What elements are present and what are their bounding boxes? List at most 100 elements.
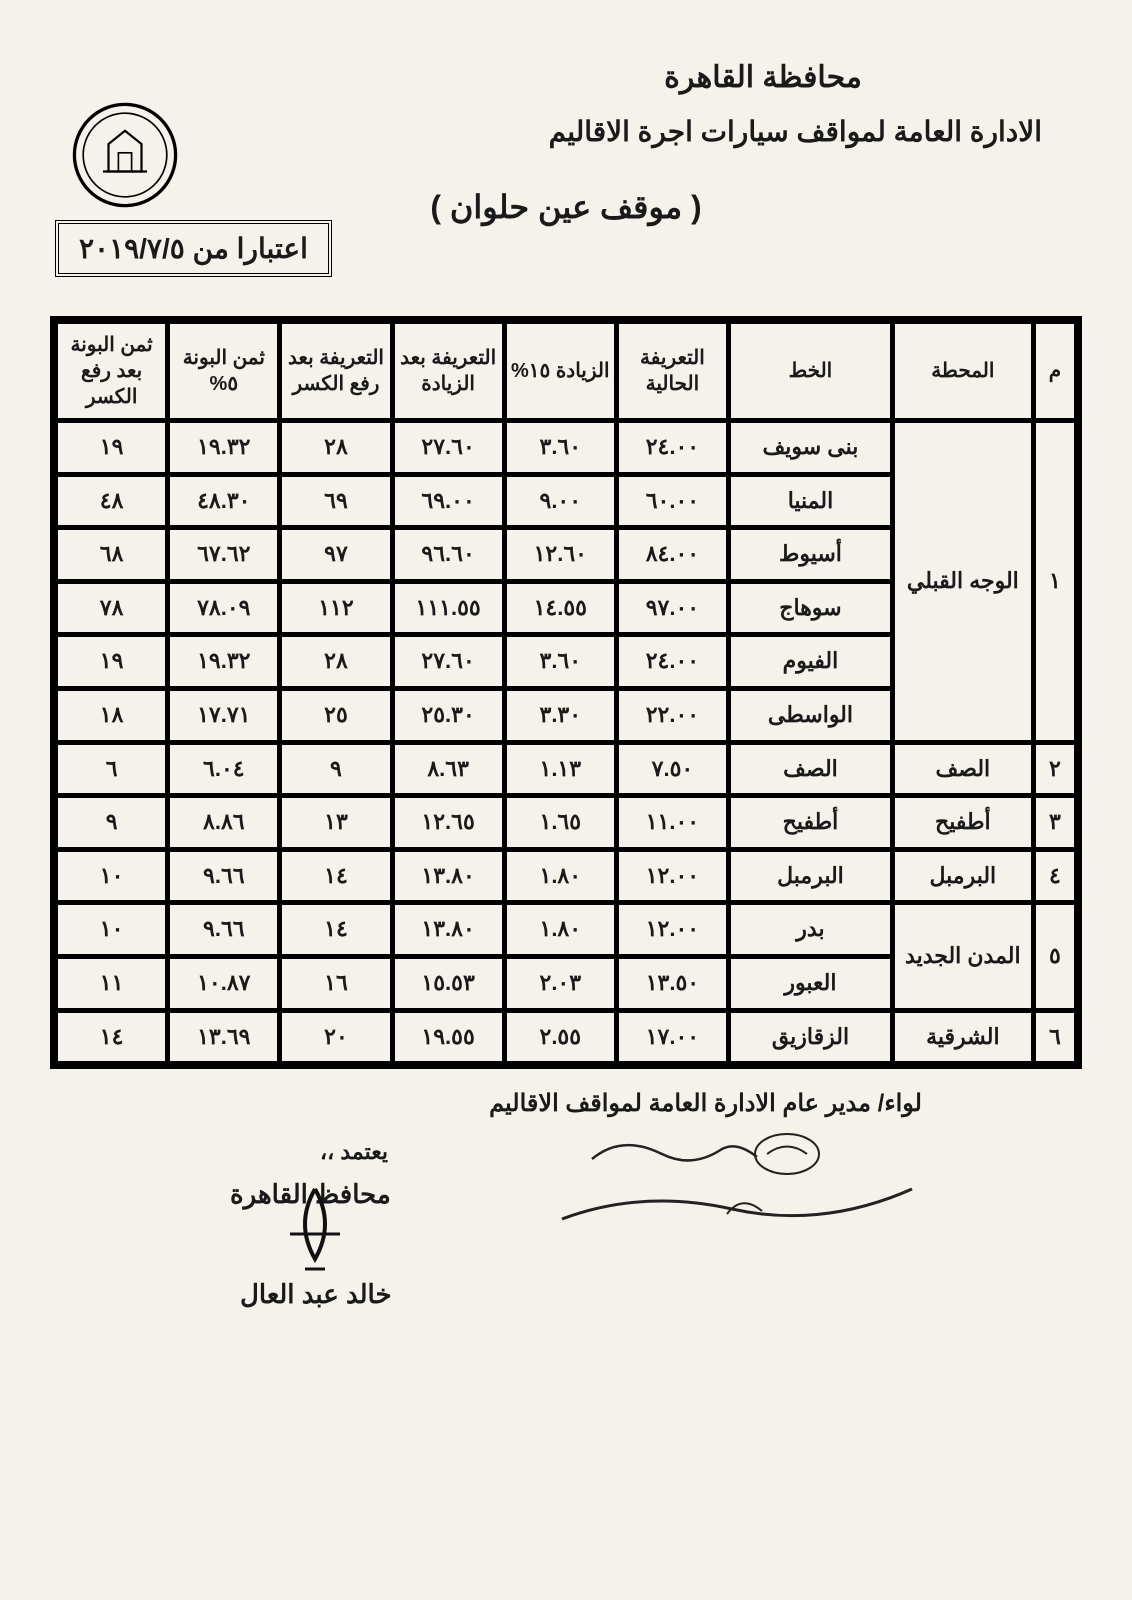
cell-bona-rounded: ١٠ — [57, 851, 166, 902]
cell-increase: ٣.٦٠ — [506, 636, 615, 687]
cell-current: ٨٤.٠٠ — [618, 529, 727, 580]
cell-index: ٢ — [1035, 744, 1075, 795]
cell-increase: ٢.٥٥ — [506, 1012, 615, 1063]
table-row: ١الوجه القبليبنى سويف٢٤.٠٠٣.٦٠٢٧.٦٠٢٨١٩.… — [57, 422, 1075, 473]
table-row: ٥المدن الجديدبدر١٢.٠٠١.٨٠١٣.٨٠١٤٩.٦٦١٠ — [57, 904, 1075, 955]
cell-station: البرمبل — [894, 851, 1032, 902]
governorate-title: محافظة القاهرة — [50, 60, 862, 95]
cell-rounded: ١١٢ — [281, 583, 390, 634]
cell-after: ٨.٦٣ — [394, 744, 503, 795]
cell-bona-rounded: ١١ — [57, 958, 166, 1009]
cell-after: ١٩.٥٥ — [394, 1012, 503, 1063]
cell-line: الفيوم — [730, 636, 891, 687]
cell-bona-rounded: ١٩ — [57, 636, 166, 687]
cell-bona-rounded: ٤٨ — [57, 476, 166, 527]
cell-after: ٢٧.٦٠ — [394, 422, 503, 473]
col-line: الخط — [730, 323, 891, 419]
cell-bona-rounded: ٦٨ — [57, 529, 166, 580]
cell-current: ١٣.٥٠ — [618, 958, 727, 1009]
cell-line: الصف — [730, 744, 891, 795]
cell-current: ٧.٥٠ — [618, 744, 727, 795]
governor-signature-icon — [260, 1184, 380, 1284]
cell-rounded: ٢٥ — [281, 690, 390, 741]
col-after-increase: التعريفة بعد الزيادة — [394, 323, 503, 419]
cell-rounded: ١٣ — [281, 797, 390, 848]
cell-current: ٦٠.٠٠ — [618, 476, 727, 527]
cell-bona-rounded: ١٩ — [57, 422, 166, 473]
cell-current: ١٢.٠٠ — [618, 851, 727, 902]
col-station: المحطة — [894, 323, 1032, 419]
cell-rounded: ١٤ — [281, 904, 390, 955]
cell-bona-rounded: ٩ — [57, 797, 166, 848]
department-title: الادارة العامة لمواقف سيارات اجرة الاقال… — [50, 115, 1042, 148]
fare-table-container: م المحطة الخط التعريفة الحالية الزيادة ١… — [50, 316, 1082, 1069]
table-body: ١الوجه القبليبنى سويف٢٤.٠٠٣.٦٠٢٧.٦٠٢٨١٩.… — [57, 422, 1075, 1062]
cell-bona: ٤٨.٣٠ — [169, 476, 278, 527]
cell-after: ١٣.٨٠ — [394, 904, 503, 955]
cell-after: ١٣.٨٠ — [394, 851, 503, 902]
cell-increase: ١.١٣ — [506, 744, 615, 795]
col-increase: الزيادة ١٥% — [506, 323, 615, 419]
cell-rounded: ٩٧ — [281, 529, 390, 580]
director-signature-icon — [552, 1119, 932, 1259]
cell-index: ٤ — [1035, 851, 1075, 902]
cell-after: ٢٥.٣٠ — [394, 690, 503, 741]
cell-rounded: ٢٨ — [281, 636, 390, 687]
cell-bona-rounded: ١٤ — [57, 1012, 166, 1063]
cell-bona: ١٩.٣٢ — [169, 636, 278, 687]
cell-bona: ٦.٠٤ — [169, 744, 278, 795]
cell-bona-rounded: ١٠ — [57, 904, 166, 955]
cell-increase: ٢.٠٣ — [506, 958, 615, 1009]
cell-bona-rounded: ٧٨ — [57, 583, 166, 634]
cell-bona: ٧٨.٠٩ — [169, 583, 278, 634]
cell-increase: ١.٦٥ — [506, 797, 615, 848]
cell-bona: ٩.٦٦ — [169, 851, 278, 902]
cell-increase: ٩.٠٠ — [506, 476, 615, 527]
cell-bona-rounded: ٦ — [57, 744, 166, 795]
cell-rounded: ٩ — [281, 744, 390, 795]
cell-line: العبور — [730, 958, 891, 1009]
cell-station: الشرقية — [894, 1012, 1032, 1063]
cell-bona: ١٩.٣٢ — [169, 422, 278, 473]
cell-increase: ٣.٦٠ — [506, 422, 615, 473]
cell-line: سوهاج — [730, 583, 891, 634]
cell-line: بدر — [730, 904, 891, 955]
cell-after: ٢٧.٦٠ — [394, 636, 503, 687]
cell-current: ٩٧.٠٠ — [618, 583, 727, 634]
cell-line: أسيوط — [730, 529, 891, 580]
cell-increase: ١.٨٠ — [506, 904, 615, 955]
governor-name: خالد عبد العال — [240, 1279, 392, 1310]
cell-station: المدن الجديد — [894, 904, 1032, 1008]
col-index: م — [1035, 323, 1075, 419]
cell-index: ٦ — [1035, 1012, 1075, 1063]
cell-current: ٢٤.٠٠ — [618, 422, 727, 473]
cell-bona-rounded: ١٨ — [57, 690, 166, 741]
col-current-fare: التعريفة الحالية — [618, 323, 727, 419]
cell-after: ١٥.٥٣ — [394, 958, 503, 1009]
cell-current: ٢٢.٠٠ — [618, 690, 727, 741]
cell-bona: ٨.٨٦ — [169, 797, 278, 848]
cell-line: الواسطى — [730, 690, 891, 741]
cell-rounded: ١٤ — [281, 851, 390, 902]
cell-station: الوجه القبلي — [894, 422, 1032, 741]
cell-increase: ١.٨٠ — [506, 851, 615, 902]
fare-table: م المحطة الخط التعريفة الحالية الزيادة ١… — [50, 316, 1082, 1069]
document-page: محافظة القاهرة الادارة العامة لمواقف سيا… — [0, 0, 1132, 1600]
cell-increase: ٣.٣٠ — [506, 690, 615, 741]
cell-station: الصف — [894, 744, 1032, 795]
table-row: ٢الصفالصف٧.٥٠١.١٣٨.٦٣٩٦.٠٤٦ — [57, 744, 1075, 795]
cell-line: الزقازيق — [730, 1012, 891, 1063]
cell-line: المنيا — [730, 476, 891, 527]
col-bona: ثمن البونة ٥% — [169, 323, 278, 419]
cell-rounded: ٦٩ — [281, 476, 390, 527]
cell-current: ١٧.٠٠ — [618, 1012, 727, 1063]
approval-label: يعتمد ،، — [320, 1139, 388, 1165]
cell-increase: ١٤.٥٥ — [506, 583, 615, 634]
cell-line: البرمبل — [730, 851, 891, 902]
cell-current: ١٢.٠٠ — [618, 904, 727, 955]
cell-line: بنى سويف — [730, 422, 891, 473]
cell-station: أطفيح — [894, 797, 1032, 848]
table-header-row: م المحطة الخط التعريفة الحالية الزيادة ١… — [57, 323, 1075, 419]
official-seal-icon — [70, 100, 180, 210]
cell-index: ٣ — [1035, 797, 1075, 848]
